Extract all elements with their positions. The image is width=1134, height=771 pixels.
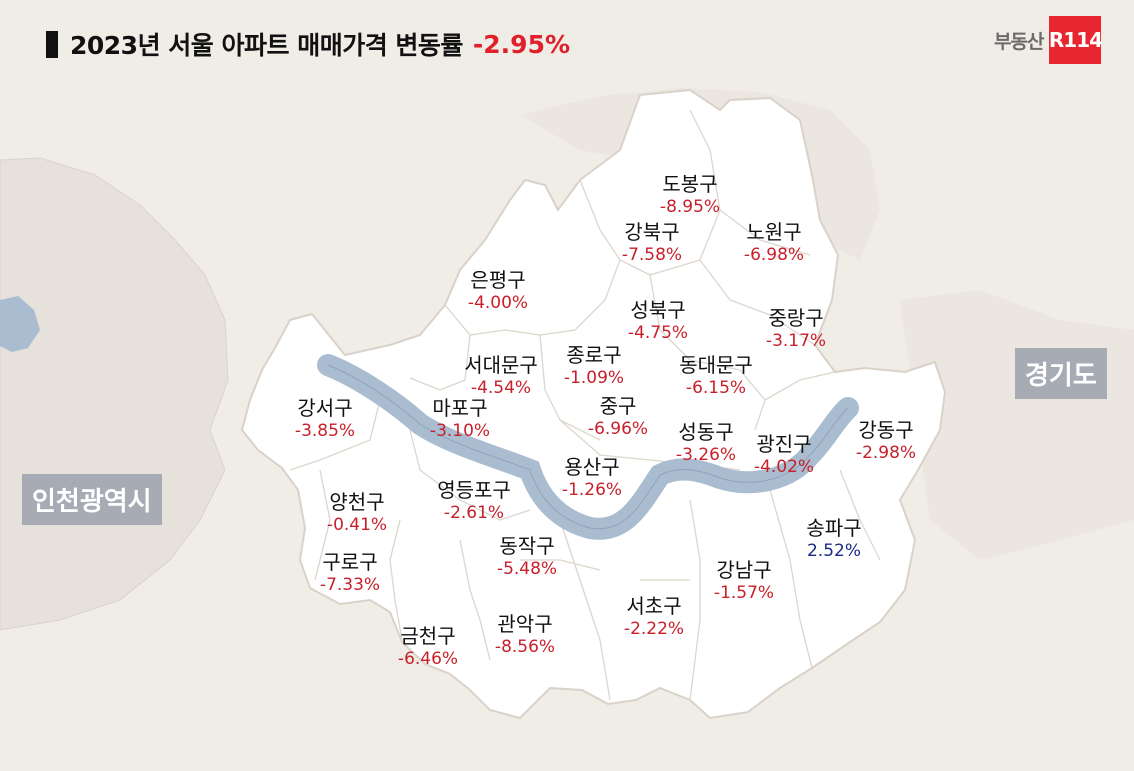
district-name: 은평구 [470,268,526,292]
district-name: 중랑구 [768,306,824,330]
district-name: 마포구 [432,396,488,420]
district-name: 도봉구 [662,172,718,196]
district-name: 금천구 [400,624,456,648]
district-label-dongjak: 동작구 -5.48% [497,534,557,580]
district-name: 강북구 [624,220,680,244]
incheon-land [0,157,229,631]
map-title-value: -2.95% [472,29,571,59]
district-change-value: 2.52% [806,541,862,561]
district-label-yangcheon: 양천구 -0.41% [327,490,387,536]
district-name: 서초구 [626,594,682,618]
district-change-value: -3.85% [294,421,356,441]
district-name: 성동구 [678,420,734,444]
district-name: 구로구 [322,550,378,574]
region-label-incheon: 인천광역시 [22,474,162,525]
district-label-seocho: 서초구 -2.22% [624,594,684,640]
district-label-seongdong: 성동구 -3.26% [676,420,736,466]
district-change-value: -4.54% [470,378,532,398]
district-label-gwangjin: 광진구 -4.02% [754,432,814,478]
district-change-value: -3.26% [675,445,737,465]
district-label-jung: 중구 -6.96% [588,394,648,440]
district-label-songpa: 송파구 2.52% [806,516,861,562]
district-change-value: -2.22% [623,619,685,639]
district-change-value: -8.95% [659,197,721,217]
district-change-value: -4.00% [467,293,529,313]
district-label-gwanak: 관악구 -8.56% [495,612,555,658]
district-name: 노원구 [746,220,802,244]
district-change-value: -0.41% [326,515,388,535]
district-change-value: -3.10% [429,421,491,441]
district-change-value: -2.98% [855,443,917,463]
district-boundaries [289,109,881,701]
district-label-seongbuk: 성북구 -4.75% [628,298,688,344]
district-change-value: -6.46% [397,649,459,669]
district-name: 중구 [599,394,637,418]
district-change-value: -2.61% [443,503,505,523]
district-name: 성북구 [630,298,686,322]
district-label-dongdaemun: 동대문구 -6.15% [679,353,753,399]
district-label-eunpyeong: 은평구 -4.00% [468,268,528,314]
district-label-guro: 구로구 -7.33% [320,550,380,596]
seoul-outline [240,88,947,720]
district-change-value: -7.33% [319,575,381,595]
district-name: 영등포구 [437,478,511,502]
district-name: 광진구 [756,432,812,456]
district-label-yeongdeungpo: 영등포구 -2.61% [437,478,511,524]
district-change-value: -1.57% [713,583,775,603]
district-name: 용산구 [564,455,620,479]
district-change-value: -1.26% [561,480,623,500]
district-name: 강서구 [297,396,353,420]
district-change-value: -6.98% [743,245,805,265]
district-change-value: -6.96% [587,419,649,439]
logo-text: 부동산 [994,30,1044,53]
han-river-edge [327,364,849,530]
district-label-jungnang: 중랑구 -3.17% [766,306,826,352]
title-bar: 2023년 서울 아파트 매매가격 변동률 -2.95% [46,26,570,62]
district-name: 종로구 [566,343,622,367]
region-label-gyeonggi: 경기도 [1015,348,1107,399]
district-change-value: -4.75% [627,323,689,343]
incheon-water [0,296,40,352]
district-label-mapo: 마포구 -3.10% [430,396,490,442]
district-name: 양천구 [329,490,385,514]
district-change-value: -7.58% [621,245,683,265]
district-name: 강남구 [716,558,772,582]
district-name: 관악구 [497,612,553,636]
district-name: 동대문구 [679,353,753,377]
district-change-value: -3.17% [765,331,827,351]
district-label-gangseo: 강서구 -3.85% [295,396,355,442]
district-label-seodaemun: 서대문구 -4.54% [464,353,538,399]
district-name: 서대문구 [464,353,538,377]
r114-logo: 부동산 R114 [994,16,1103,64]
district-label-jongno: 종로구 -1.09% [564,343,624,389]
district-label-yongsan: 용산구 -1.26% [562,455,622,501]
district-change-value: -6.15% [685,378,747,398]
map-title: 2023년 서울 아파트 매매가격 변동률 [70,31,463,60]
district-label-nowon: 노원구 -6.98% [744,220,804,266]
district-change-value: -8.56% [494,637,556,657]
district-change-value: -1.09% [563,368,625,388]
district-name: 송파구 [806,516,862,540]
logo-badge: R114 [1049,16,1103,64]
district-label-geumcheon: 금천구 -6.46% [398,624,458,670]
district-label-dobong: 도봉구 -8.95% [660,172,720,218]
district-change-value: -4.02% [753,457,815,477]
title-marker [46,30,58,58]
district-label-gangnam: 강남구 -1.57% [714,558,774,604]
district-label-gangbuk: 강북구 -7.58% [622,220,682,266]
district-label-gangdong: 강동구 -2.98% [856,418,916,464]
district-change-value: -5.48% [496,559,558,579]
district-name: 강동구 [858,418,914,442]
district-name: 동작구 [499,534,555,558]
